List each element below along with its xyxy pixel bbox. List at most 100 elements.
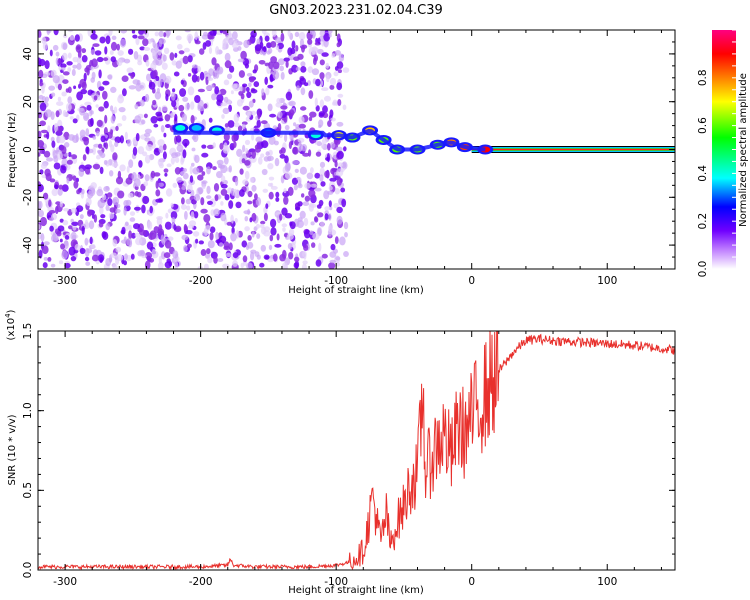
spectrogram-noise-speckle bbox=[44, 168, 51, 177]
spectrogram-noise-speckle bbox=[53, 123, 59, 132]
spectrogram-noise-speckle bbox=[209, 232, 214, 241]
spectrogram-noise-speckle bbox=[182, 138, 190, 147]
spectrogram-noise-speckle bbox=[311, 46, 318, 55]
spectrogram-noise-speckle bbox=[38, 184, 44, 193]
spectrogram-noise-speckle bbox=[259, 262, 265, 268]
spectrogram-noise-speckle bbox=[60, 243, 66, 250]
spectrogram-noise-speckle bbox=[263, 254, 270, 260]
spectrogram-noise-speckle bbox=[244, 226, 250, 232]
spectrogram-noise-speckle bbox=[165, 212, 169, 219]
spectrogram-noise-speckle bbox=[206, 166, 211, 175]
spectrogram-noise-speckle bbox=[260, 244, 266, 252]
spectrogram-noise-speckle bbox=[48, 199, 52, 207]
spectrogram-noise-speckle bbox=[329, 206, 333, 211]
spectrogram-y-axis-label: Frequency (Hz) bbox=[7, 112, 18, 188]
spectrogram-noise-speckle bbox=[57, 151, 63, 160]
spectrogram-noise-speckle bbox=[277, 58, 285, 66]
spectrogram-noise-speckle bbox=[87, 209, 92, 217]
spectrogram-noise-speckle bbox=[317, 37, 321, 45]
spectrogram-noise-speckle bbox=[132, 146, 138, 156]
spectrogram-noise-speckle bbox=[76, 91, 83, 101]
spectrogram-noise-speckle bbox=[108, 140, 113, 148]
spectrogram-noise-speckle bbox=[250, 251, 255, 261]
spectrogram-noise-speckle bbox=[112, 198, 117, 204]
spectrogram-noise-speckle bbox=[284, 124, 290, 131]
spectrogram-noise-speckle bbox=[91, 71, 96, 80]
spectrogram-noise-speckle bbox=[116, 123, 123, 127]
spectrogram-noise-speckle bbox=[268, 61, 274, 70]
spectrogram-noise-speckle bbox=[136, 79, 141, 86]
spectrogram-noise-speckle bbox=[208, 46, 213, 55]
spectrogram-noise-speckle bbox=[199, 48, 205, 55]
spectrogram-noise-speckle bbox=[285, 91, 293, 101]
spectrogram-noise-speckle bbox=[124, 253, 128, 260]
spectrogram-noise-speckle bbox=[90, 33, 98, 40]
spectrogram-noise-speckle bbox=[114, 208, 121, 214]
spectrogram-noise-speckle bbox=[240, 262, 244, 269]
spectrogram-noise-speckle bbox=[277, 123, 282, 132]
spectrogram-noise-speckle bbox=[163, 32, 167, 38]
spectrogram-noise-speckle bbox=[254, 147, 261, 153]
spectrogram-noise-speckle bbox=[126, 165, 130, 173]
spectrogram-noise-speckle bbox=[262, 188, 269, 193]
spectrogram-noise-speckle bbox=[231, 226, 235, 235]
spectrogram-noise-speckle bbox=[47, 257, 52, 262]
spectrogram-noise-speckle bbox=[100, 135, 106, 143]
spectrogram-noise-speckle bbox=[181, 113, 187, 122]
spectrogram-noise-speckle bbox=[260, 220, 266, 225]
spectrogram-noise-speckle bbox=[98, 143, 103, 149]
spectrogram-noise-speckle bbox=[121, 226, 126, 235]
spectrogram-noise-speckle bbox=[297, 142, 303, 152]
spectrogram-noise-speckle bbox=[186, 243, 192, 248]
snr-x-axis-label: Height of straight line (km) bbox=[288, 585, 424, 596]
spectrogram-noise-speckle bbox=[327, 30, 333, 34]
spectrogram-noise-speckle bbox=[318, 111, 325, 117]
spectrogram-noise-speckle bbox=[112, 152, 118, 161]
spectrogram-x-axis-label: Height of straight line (km) bbox=[288, 285, 424, 296]
spectrogram-noise-speckle bbox=[336, 42, 341, 48]
spectrogram-noise-speckle bbox=[161, 106, 168, 112]
spectrogram-noise-speckle bbox=[232, 31, 238, 40]
spectrogram-noise-speckle bbox=[302, 250, 307, 258]
spectrogram-noise-speckle bbox=[90, 65, 94, 71]
spectrogram-noise-speckle bbox=[154, 91, 162, 100]
spectrogram-noise-speckle bbox=[121, 75, 129, 82]
spectrogram-noise-speckle bbox=[201, 180, 208, 185]
spectrogram-noise-speckle bbox=[293, 262, 299, 269]
spectrogram-noise-speckle bbox=[71, 221, 79, 226]
spectrogram-noise-speckle bbox=[315, 259, 322, 267]
spectrogram-noise-speckle bbox=[244, 63, 249, 69]
spectrogram-noise-speckle bbox=[63, 207, 69, 212]
spectrogram-noise-speckle bbox=[116, 254, 124, 262]
spectrogram-noise-speckle bbox=[108, 30, 113, 36]
spectrogram-noise-speckle bbox=[207, 240, 215, 249]
spectrogram-noise-speckle bbox=[43, 241, 50, 246]
spectrogram-noise-speckle bbox=[61, 184, 69, 192]
spectrogram-noise-speckle bbox=[281, 223, 288, 228]
spectrogram-noise-speckle bbox=[324, 95, 331, 102]
spectrogram-noise-speckle bbox=[267, 103, 273, 112]
spectrogram-noise-speckle bbox=[101, 194, 107, 201]
spectrogram-noise-speckle bbox=[180, 79, 184, 85]
spectrogram-noise-speckle bbox=[187, 184, 193, 193]
spectrogram-noise-speckle bbox=[46, 157, 54, 162]
spectrogram-noise-speckle bbox=[73, 85, 77, 90]
spectrogram-noise-speckle bbox=[287, 30, 291, 37]
spectrogram-noise-speckle bbox=[206, 195, 212, 200]
spectrogram-noise-speckle bbox=[141, 204, 146, 214]
spectrogram-noise-speckle bbox=[206, 144, 215, 150]
snr-y-axis-label: SNR (10 * v/v) bbox=[7, 414, 18, 485]
spectrogram-noise-speckle bbox=[170, 211, 178, 220]
spectrogram-noise-speckle bbox=[308, 189, 316, 198]
spectrogram-noise-speckle bbox=[86, 104, 92, 111]
spectrogram-noise-speckle bbox=[262, 46, 267, 53]
spectrogram-noise-speckle bbox=[189, 175, 194, 183]
spectrogram-noise-speckle bbox=[172, 88, 176, 93]
spectrogram-noise-speckle bbox=[40, 129, 49, 134]
spectrogram-noise-speckle bbox=[107, 198, 113, 206]
spectrogram-noise-speckle bbox=[321, 87, 329, 91]
spectrogram-noise-speckle bbox=[135, 237, 143, 246]
spectrogram-noise-speckle bbox=[187, 73, 192, 77]
spectrogram-noise-speckle bbox=[152, 99, 157, 106]
spectrogram-noise-speckle bbox=[148, 81, 156, 90]
